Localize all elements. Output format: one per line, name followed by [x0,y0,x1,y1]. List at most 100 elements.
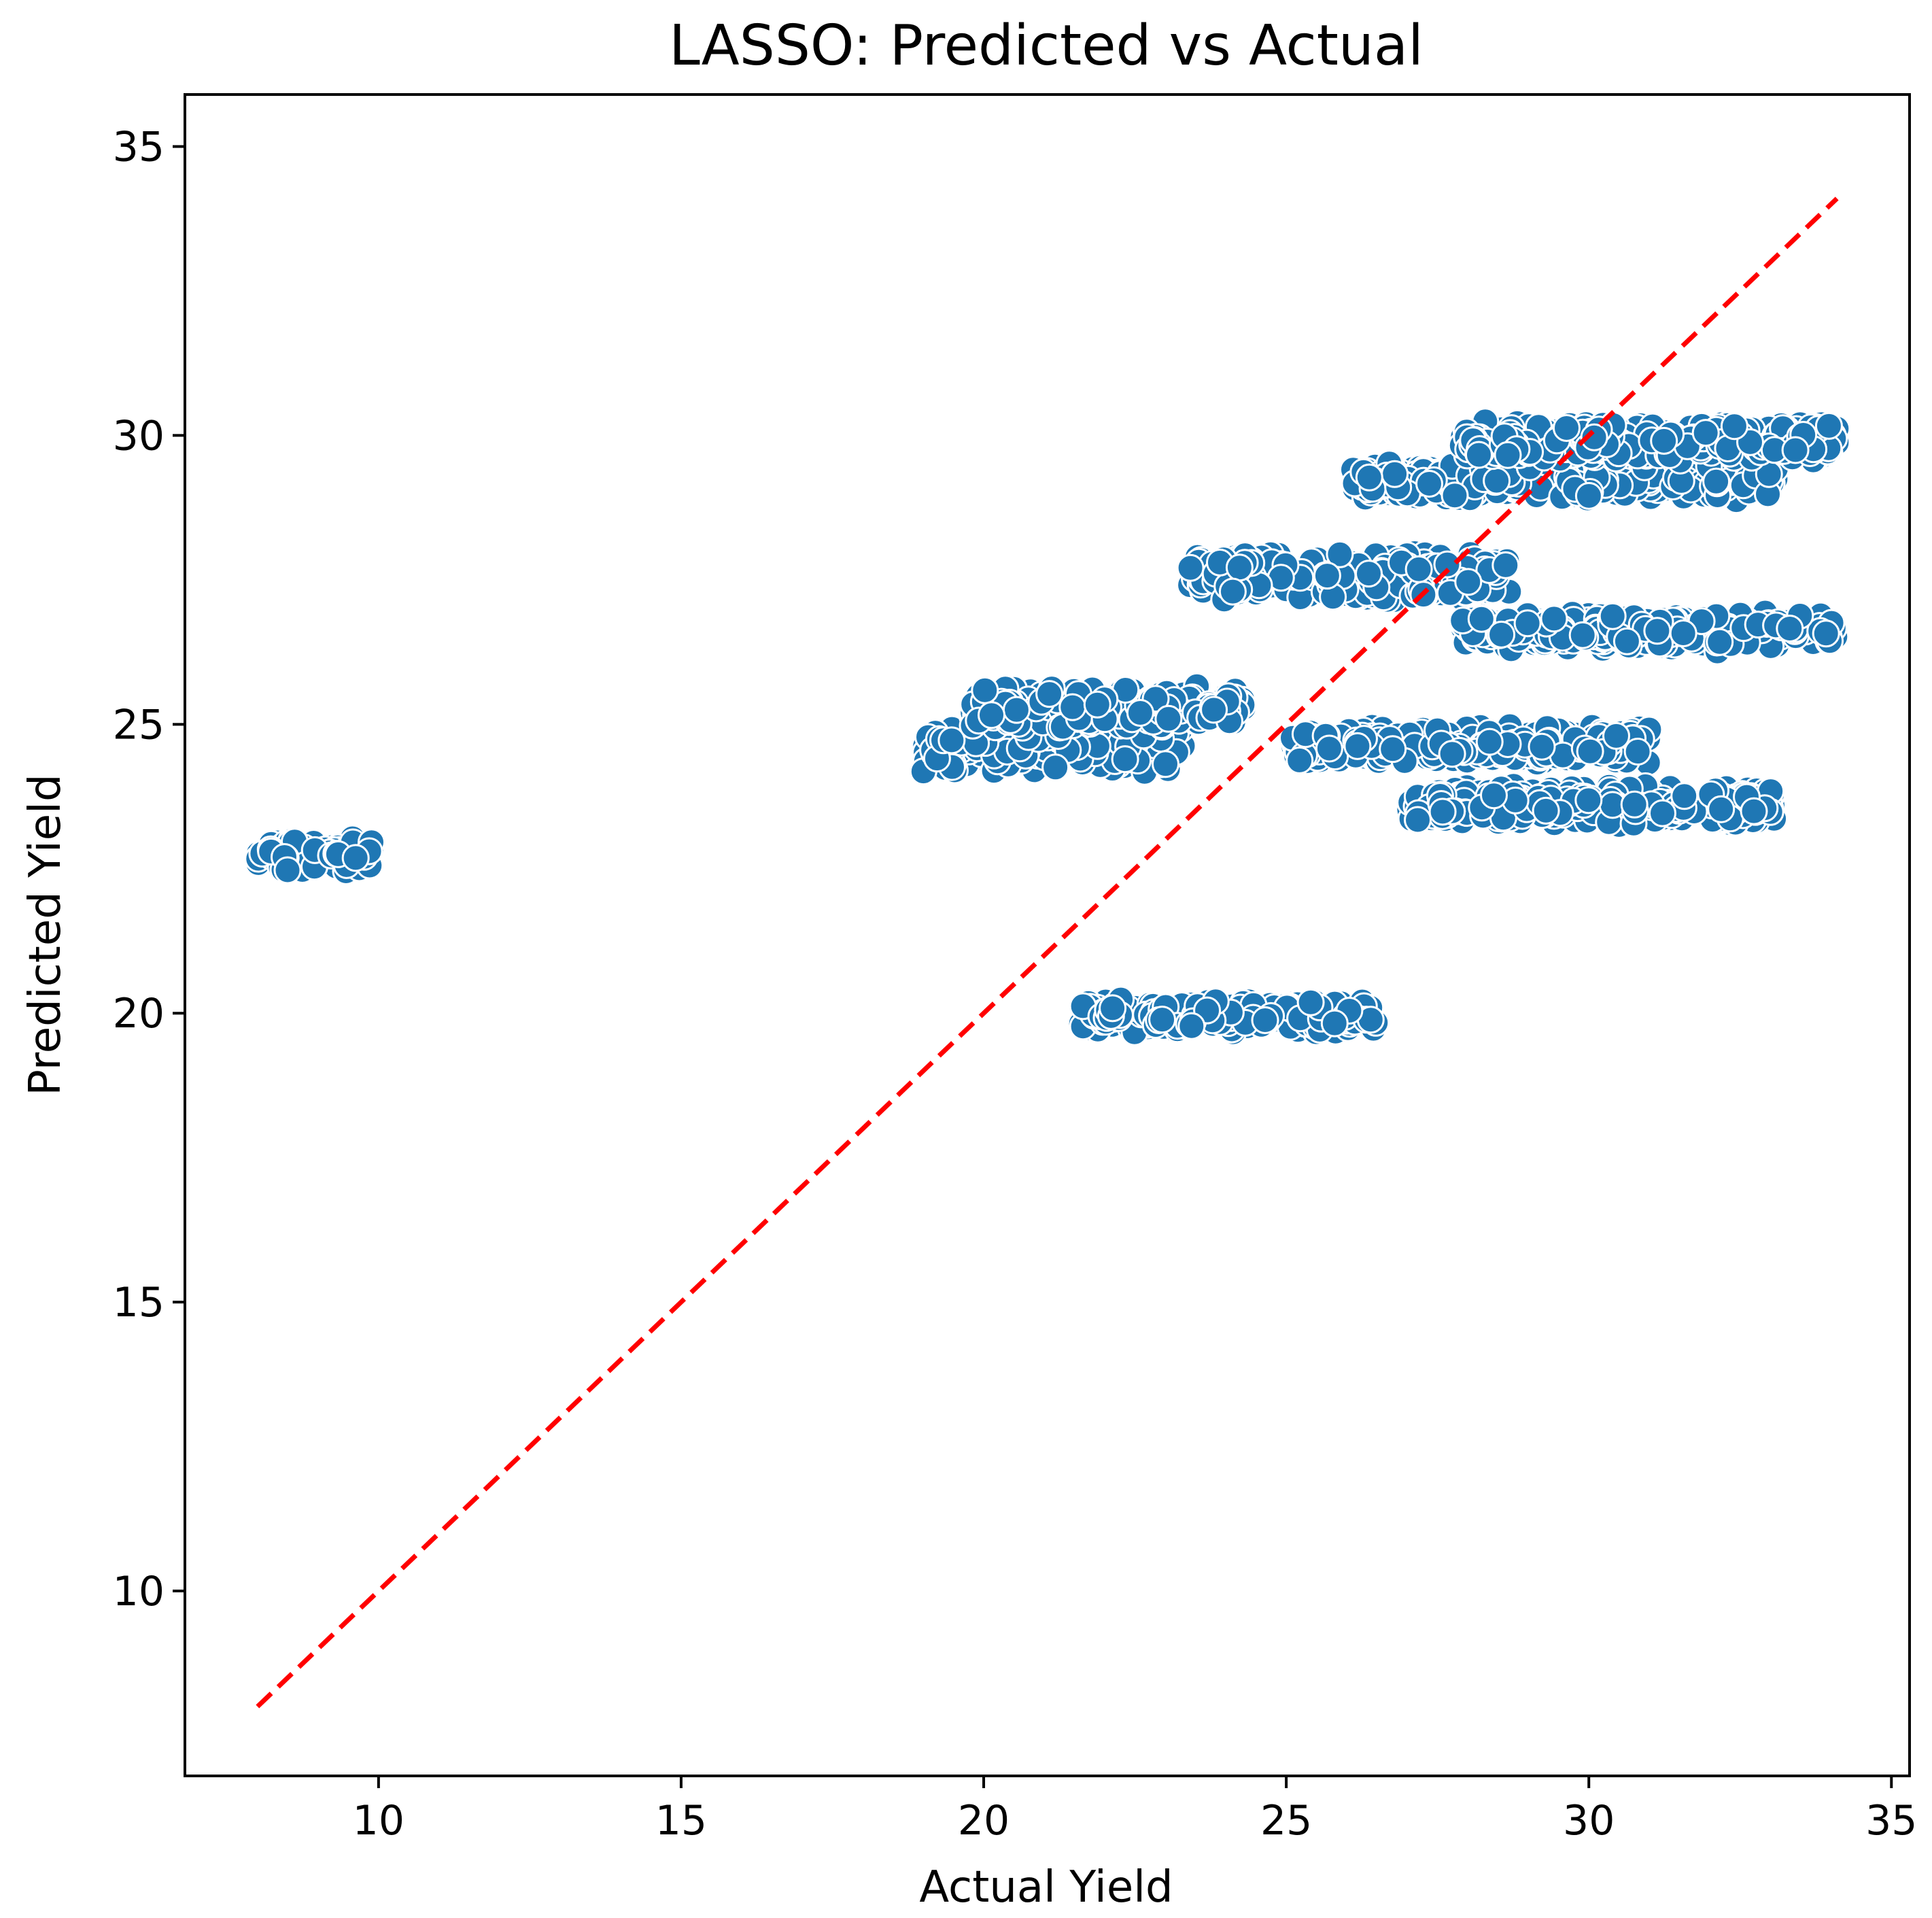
points-layer [244,407,1851,1046]
data-point [1814,411,1843,440]
data-point [1568,621,1597,649]
point-cluster [244,824,386,885]
data-point [341,844,370,872]
data-point [1707,795,1736,823]
data-point [1540,604,1568,633]
data-point [1513,609,1542,638]
data-point [1099,994,1127,1023]
point-cluster [1279,712,1663,777]
data-point [1532,796,1560,825]
data-point [1002,696,1031,724]
data-point [273,856,302,885]
data-point [1058,693,1087,721]
data-point [1576,737,1604,766]
data-point [1355,560,1383,588]
data-point [1381,460,1409,488]
y-tick-label: 25 [113,701,165,749]
data-point [1152,750,1179,778]
data-point [1494,441,1522,469]
data-point [1296,988,1325,1016]
data-point [1200,696,1228,724]
data-point [1475,727,1504,756]
y-tick-label: 10 [113,1568,165,1615]
data-point [1454,568,1483,596]
data-point [1041,753,1070,782]
data-point [1415,470,1443,498]
data-point [1706,628,1734,656]
data-point [1379,735,1407,764]
data-point [1177,1012,1206,1040]
data-point [1404,806,1432,834]
point-cluster [1447,407,1851,475]
data-point [1487,620,1516,649]
y-tick-label: 35 [113,123,165,171]
data-point [1812,619,1840,648]
data-point [1612,627,1641,655]
data-point [1438,740,1466,768]
data-point [1148,1006,1177,1034]
data-point [937,726,966,755]
data-point [1669,619,1697,647]
data-point [1528,732,1556,761]
point-cluster [958,672,1258,742]
chart-title: LASSO: Predicted vs Actual [669,14,1424,78]
data-point [1781,436,1810,464]
data-point [1154,704,1183,733]
data-point [1483,466,1511,495]
data-point [1465,441,1493,469]
data-point [1251,1006,1279,1034]
data-point [1620,790,1649,819]
x-tick-label: 25 [1260,1797,1312,1845]
y-tick-label: 15 [113,1279,165,1326]
data-point [1776,615,1804,643]
data-point [1553,414,1581,442]
data-point [1441,481,1469,510]
data-point [1740,797,1768,825]
data-point [1126,699,1154,727]
data-point [1480,781,1508,810]
data-point [1623,738,1652,766]
data-point [1343,732,1372,760]
data-point [1602,721,1630,750]
data-point [1315,734,1343,763]
data-point [1176,553,1205,582]
data-point [1650,426,1678,455]
x-tick-label: 10 [353,1797,404,1845]
data-point [1218,577,1247,606]
y-axis-label: Predicted Yield [20,774,71,1095]
x-tick-label: 15 [655,1797,707,1845]
data-point [1720,412,1748,441]
point-cluster [1395,772,1789,839]
y-tick-label: 30 [113,412,165,460]
data-point [1355,463,1383,492]
data-point [978,701,1005,730]
x-tick-label: 30 [1563,1797,1615,1845]
data-point [1320,1009,1349,1038]
x-axis-label: Actual Yield [919,1862,1173,1913]
data-point [1574,481,1603,510]
data-point [1670,782,1699,810]
x-tick-label: 20 [958,1797,1010,1845]
point-cluster [1067,985,1391,1046]
data-point [1083,690,1111,719]
data-point [1491,551,1520,579]
data-point [1035,680,1064,708]
data-point [1702,467,1731,496]
y-tick-label: 20 [113,990,165,1038]
x-tick-label: 35 [1865,1797,1917,1845]
data-point [1286,746,1314,774]
data-point [971,676,999,704]
data-point [1643,617,1672,645]
point-cluster [1176,539,1523,615]
data-point [1404,555,1433,583]
data-point [1598,602,1627,630]
data-point [1649,799,1676,827]
data-point [1428,798,1457,826]
data-point [1111,745,1139,774]
data-point [1574,786,1603,815]
data-point [1313,562,1341,590]
data-point [1691,419,1720,447]
data-point [1225,553,1254,582]
